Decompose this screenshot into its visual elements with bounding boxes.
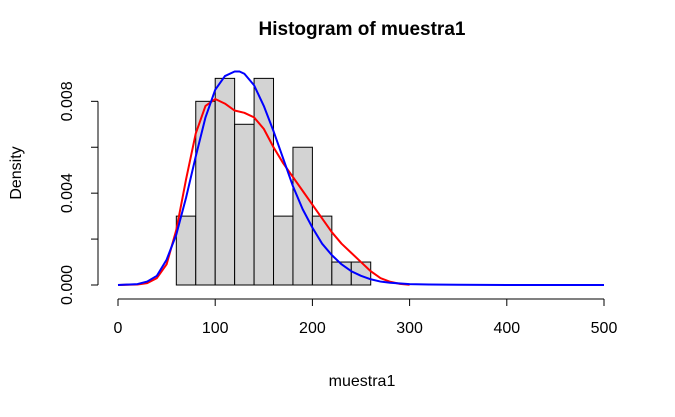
y-tick-label: 0.000 (59, 265, 76, 305)
histogram-bar (234, 123, 255, 286)
histogram-bar (253, 77, 275, 286)
blue-density-line (117, 70, 604, 286)
x-axis: 0 100 200 300 400 500 (114, 298, 618, 337)
red-density-line (117, 98, 410, 286)
density-curves (117, 70, 604, 286)
y-axis: 0.000 0.004 0.008 (59, 81, 99, 305)
x-tick-label: 0 (114, 320, 123, 337)
chart-title: Histogram of muestra1 (259, 19, 466, 40)
x-tick-label: 500 (591, 320, 618, 337)
x-tick-label: 400 (493, 320, 520, 337)
histogram-bar (311, 215, 333, 286)
histogram-bar (292, 146, 313, 286)
x-tick-label: 100 (202, 320, 229, 337)
x-tick-label: 200 (299, 320, 326, 337)
histogram-bar (273, 215, 294, 286)
histogram-bars (175, 77, 372, 286)
histogram-bar (195, 100, 216, 286)
y-tick-label: 0.004 (59, 173, 76, 213)
y-tick-label: 0.008 (59, 81, 76, 121)
y-axis-label: Density (8, 146, 25, 199)
x-tick-label: 300 (396, 320, 423, 337)
x-axis-label: muestra1 (329, 373, 396, 390)
